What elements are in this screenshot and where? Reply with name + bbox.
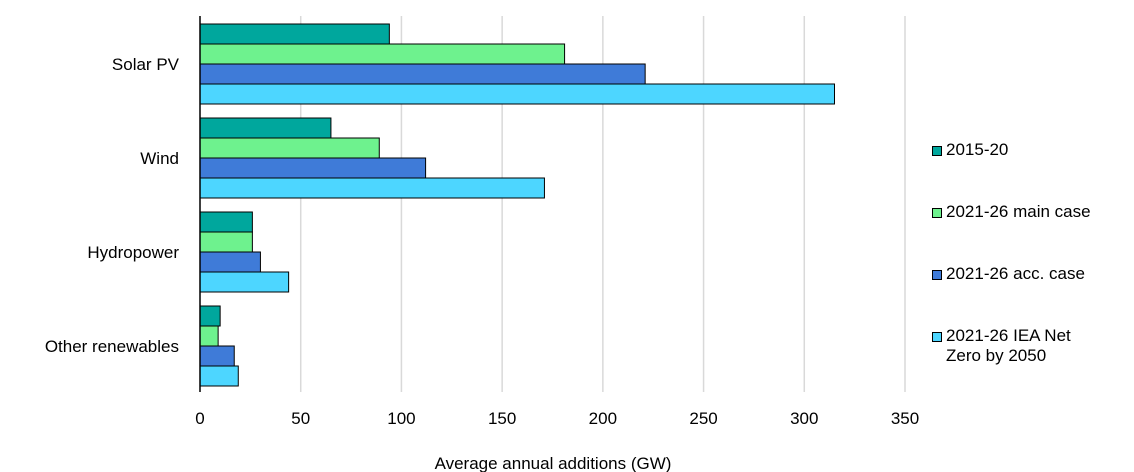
legend-item: 2015-20 xyxy=(932,140,1008,160)
legend-swatch xyxy=(932,332,942,342)
bar-other-renewables-series-1 xyxy=(199,305,221,327)
bar-wind-series-3 xyxy=(199,157,427,179)
legend-swatch xyxy=(932,270,942,280)
x-tick-labels: 0 50 100 150 200 250 300 350 xyxy=(195,409,919,428)
x-tick-label: 250 xyxy=(689,409,717,428)
legend-label: 2021-26 acc. case xyxy=(946,264,1085,283)
x-tick-label: 200 xyxy=(589,409,617,428)
category-label: Hydropower xyxy=(87,243,179,262)
bars xyxy=(199,23,835,387)
bar-hydropower-series-4 xyxy=(199,271,290,293)
bar-wind-series-1 xyxy=(199,117,332,139)
bar-solar-pv-series-2 xyxy=(199,43,566,65)
legend-swatch xyxy=(932,208,942,218)
legend-swatch xyxy=(932,146,942,156)
legend-item: 2021-26 main case xyxy=(932,202,1091,222)
x-tick-label: 150 xyxy=(488,409,516,428)
bar-hydropower-series-1 xyxy=(199,211,253,233)
category-labels: Solar PV Wind Hydropower Other renewables xyxy=(45,55,180,356)
x-tick-label: 100 xyxy=(387,409,415,428)
x-tick-label: 300 xyxy=(790,409,818,428)
bar-wind-series-2 xyxy=(199,137,380,159)
legend-item: 2021-26 acc. case xyxy=(932,264,1085,284)
bar-other-renewables-series-4 xyxy=(199,365,239,387)
bar-solar-pv-series-4 xyxy=(199,83,835,105)
bar-other-renewables-series-2 xyxy=(199,325,219,347)
x-axis-title: Average annual additions (GW) xyxy=(435,454,672,472)
bar-solar-pv-series-1 xyxy=(199,23,390,45)
x-tick-label: 0 xyxy=(195,409,204,428)
category-label: Solar PV xyxy=(112,55,180,74)
category-label: Wind xyxy=(140,149,179,168)
bar-wind-series-4 xyxy=(199,177,545,199)
legend-item: 2021-26 IEA Net Zero by 2050 xyxy=(932,326,1071,366)
legend-label: 2015-20 xyxy=(946,140,1009,159)
x-tick-label: 50 xyxy=(291,409,310,428)
legend-label: 2021-26 IEA Net Zero by 2050 xyxy=(946,326,1071,365)
bar-hydropower-series-3 xyxy=(199,251,261,273)
bar-hydropower-series-2 xyxy=(199,231,253,253)
bar-other-renewables-series-3 xyxy=(199,345,235,367)
bar-solar-pv-series-3 xyxy=(199,63,646,85)
x-tick-label: 350 xyxy=(891,409,919,428)
legend-label: 2021-26 main case xyxy=(946,202,1091,221)
category-label: Other renewables xyxy=(45,337,179,356)
